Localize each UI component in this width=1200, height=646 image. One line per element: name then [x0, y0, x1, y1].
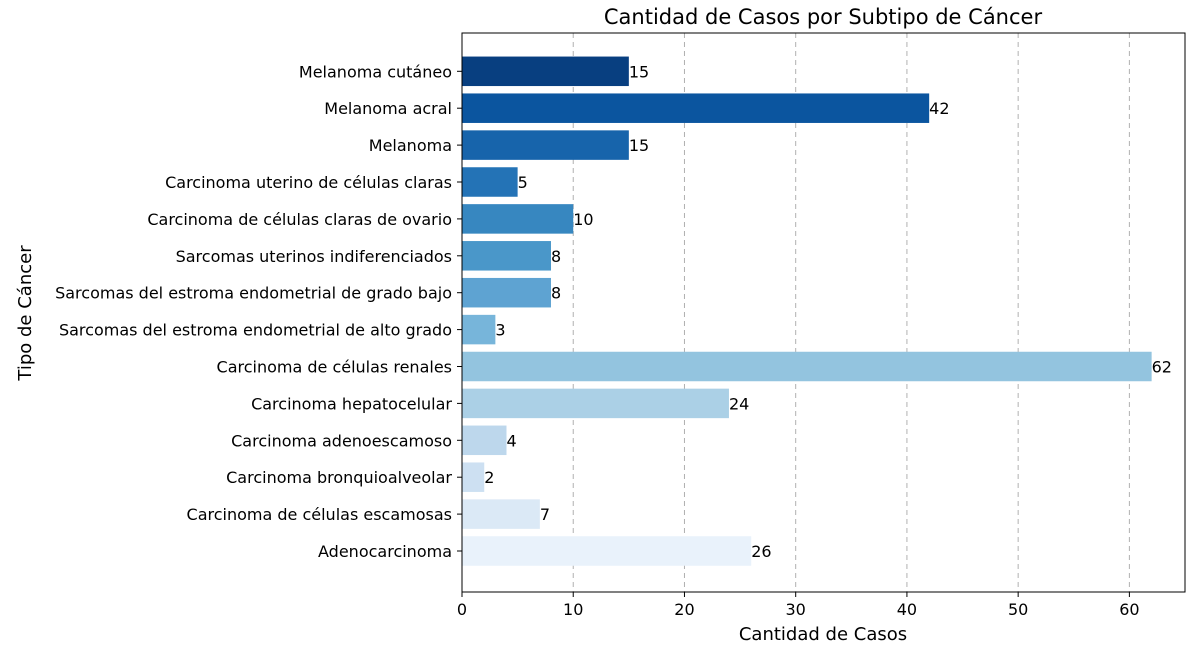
bars: 26 7 24 24 62 3 8 8 10 5 15 42 15 — [462, 56, 1172, 566]
y-tick-label: Melanoma acral — [324, 99, 452, 118]
bar — [462, 462, 485, 492]
y-tick-label: Carcinoma bronquioalveolar — [226, 468, 452, 487]
bar — [462, 536, 752, 566]
bar-value-label: 15 — [629, 62, 649, 81]
x-tick-label: 50 — [1008, 600, 1028, 619]
x-tick-label: 30 — [786, 600, 806, 619]
bar-value-label: 3 — [495, 321, 505, 340]
bar — [462, 388, 729, 419]
bar — [462, 314, 496, 345]
bar — [462, 351, 1152, 382]
bar-value-label: 8 — [551, 284, 561, 303]
bar-value-label: 10 — [573, 210, 593, 229]
bar — [462, 93, 930, 123]
bar-value-label: 24 — [729, 394, 749, 413]
bar-value-label: 4 — [506, 431, 516, 450]
x-tick-label: 40 — [897, 600, 917, 619]
x-tick-label: 10 — [563, 600, 583, 619]
bar-value-label: 5 — [518, 173, 528, 192]
bar — [462, 277, 551, 308]
y-tick-label: Carcinoma de células renales — [217, 358, 452, 377]
x-tick-label: 20 — [674, 600, 694, 619]
bar — [462, 204, 574, 234]
y-tick-label: Sarcomas del estroma endometrial de grad… — [55, 284, 452, 303]
chart-title: Cantidad de Casos por Subtipo de Cáncer — [604, 5, 1043, 29]
y-axis-label: Tipo de Cáncer — [15, 245, 36, 382]
y-tick-label: Carcinoma uterino de células claras — [165, 173, 452, 192]
y-tick-label: Sarcomas del estroma endometrial de alto… — [59, 321, 452, 340]
y-tick-label: Sarcomas uterinos indiferenciados — [176, 247, 452, 266]
y-tick-label: Adenocarcinoma — [318, 542, 452, 561]
x-tick-label: 60 — [1119, 600, 1139, 619]
y-tick-label: Carcinoma hepatocelular — [251, 394, 452, 413]
y-tick-label: Carcinoma adenoescamoso — [231, 431, 452, 450]
bar-value-label: 8 — [551, 247, 561, 266]
y-tick-label: Melanoma cutáneo — [299, 62, 452, 81]
bar-value-label: 26 — [751, 542, 771, 561]
grid-lines — [572, 33, 1130, 592]
y-tick-label: Carcinoma de células escamosas — [187, 505, 452, 524]
bar — [462, 425, 507, 456]
bar — [462, 167, 518, 197]
x-axis-label: Cantidad de Casos — [739, 624, 907, 645]
bar-value-label: 2 — [484, 468, 494, 487]
bar-value-label: 15 — [629, 136, 649, 155]
bar-value-label: 62 — [1152, 358, 1172, 377]
bar — [462, 56, 629, 87]
bar — [462, 130, 629, 160]
y-tick-label: Melanoma — [369, 136, 452, 155]
bar-value-label: 42 — [929, 99, 949, 118]
y-tick-label: Carcinoma de células claras de ovario — [147, 210, 452, 229]
bar-value-label: 7 — [540, 505, 550, 524]
plot-frame — [461, 32, 1186, 593]
x-tick-label: 0 — [457, 600, 467, 619]
bar — [462, 499, 540, 529]
x-axis-ticks: 0 10 20 30 40 50 60 — [457, 592, 1140, 619]
bar — [462, 241, 551, 271]
y-axis-ticks: Adenocarcinoma Carcinoma de células escam… — [55, 62, 462, 561]
